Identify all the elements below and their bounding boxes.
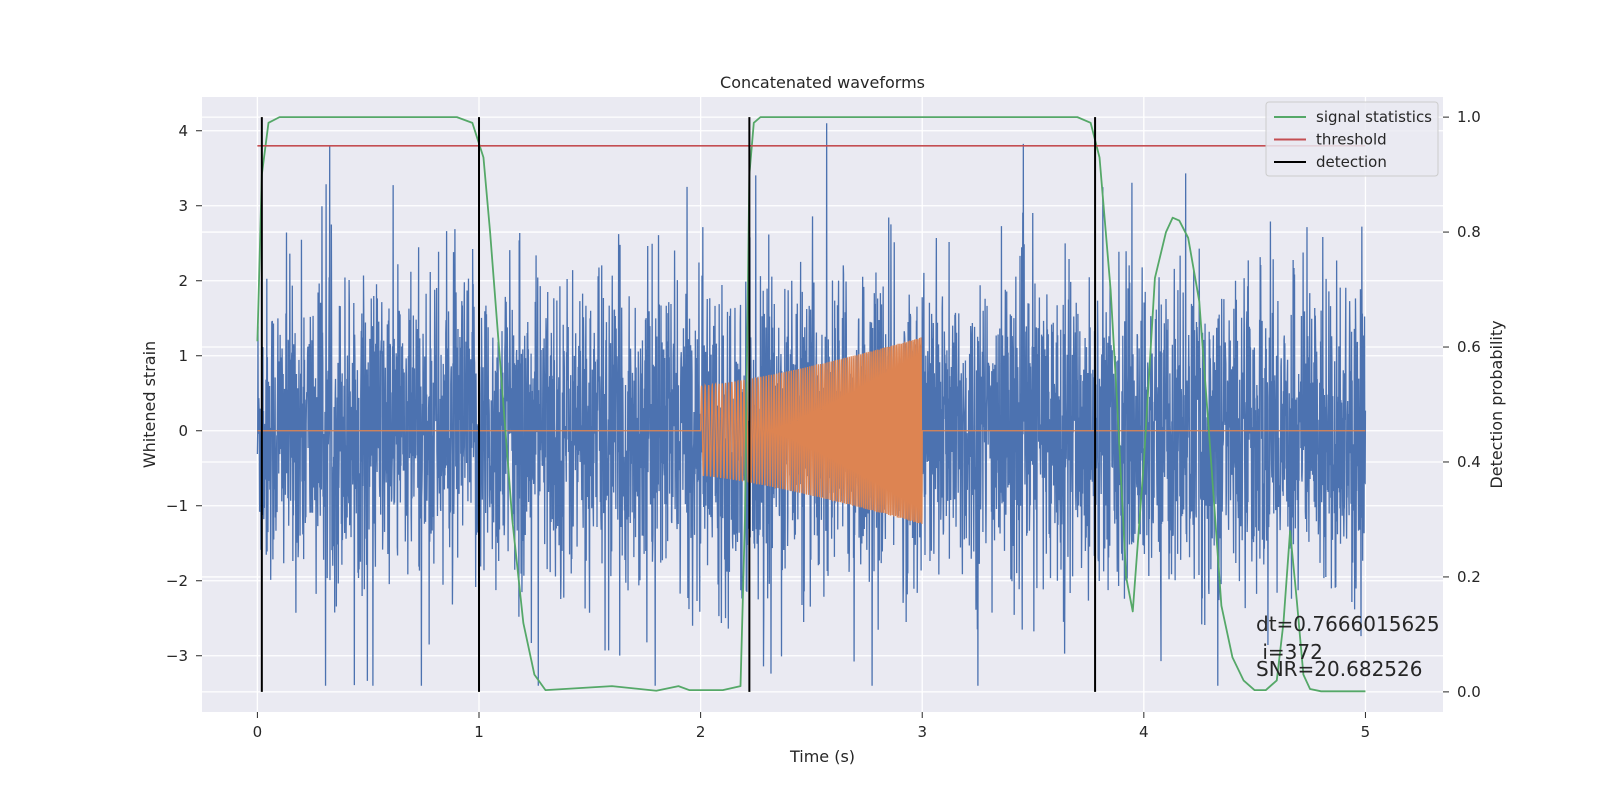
x-tick-label: 2 bbox=[696, 723, 706, 741]
y-right-tick-label: 1.0 bbox=[1457, 108, 1481, 126]
series-chirp-line bbox=[257, 337, 1366, 524]
y-right-tick-label: 0.8 bbox=[1457, 223, 1481, 241]
y-tick-label: −1 bbox=[166, 497, 188, 515]
y-tick-label: 1 bbox=[178, 347, 188, 365]
legend-entry: threshold bbox=[1316, 131, 1387, 149]
y-tick-label: 0 bbox=[178, 422, 188, 440]
x-tick-label: 5 bbox=[1361, 723, 1371, 741]
y-right-tick-label: 0.6 bbox=[1457, 338, 1481, 356]
legend-box bbox=[1265, 101, 1439, 177]
y-right-tick-label: 0.0 bbox=[1457, 683, 1481, 701]
legend-entry: detection bbox=[1316, 153, 1387, 171]
y-axis-label: Whitened strain bbox=[140, 341, 159, 468]
x-tick-label: 0 bbox=[253, 723, 263, 741]
y-tick-label: 3 bbox=[178, 197, 188, 215]
x-axis-label: Time (s) bbox=[789, 747, 855, 766]
y-right-tick-label: 0.2 bbox=[1457, 568, 1481, 586]
legend: signal statistics threshold detection bbox=[1265, 101, 1439, 177]
y-tick-label: 4 bbox=[178, 122, 188, 140]
y-right-axis-label: Detection probability bbox=[1487, 320, 1506, 488]
y-tick-label: −2 bbox=[166, 572, 188, 590]
annotation-text: dt=0.7666015625 bbox=[1256, 612, 1440, 636]
legend-entry: signal statistics bbox=[1316, 108, 1432, 126]
y-right-tick-label: 0.4 bbox=[1457, 453, 1481, 471]
x-tick-label: 3 bbox=[917, 723, 927, 741]
annotation-text: SNR=20.682526 bbox=[1256, 657, 1422, 681]
y-tick-label: −3 bbox=[166, 647, 188, 665]
chart-title: Concatenated waveforms bbox=[720, 73, 925, 92]
x-tick-label: 4 bbox=[1139, 723, 1149, 741]
x-tick-label: 1 bbox=[474, 723, 484, 741]
y-tick-label: 2 bbox=[178, 272, 188, 290]
annotation-text: i=372 bbox=[1256, 640, 1323, 664]
